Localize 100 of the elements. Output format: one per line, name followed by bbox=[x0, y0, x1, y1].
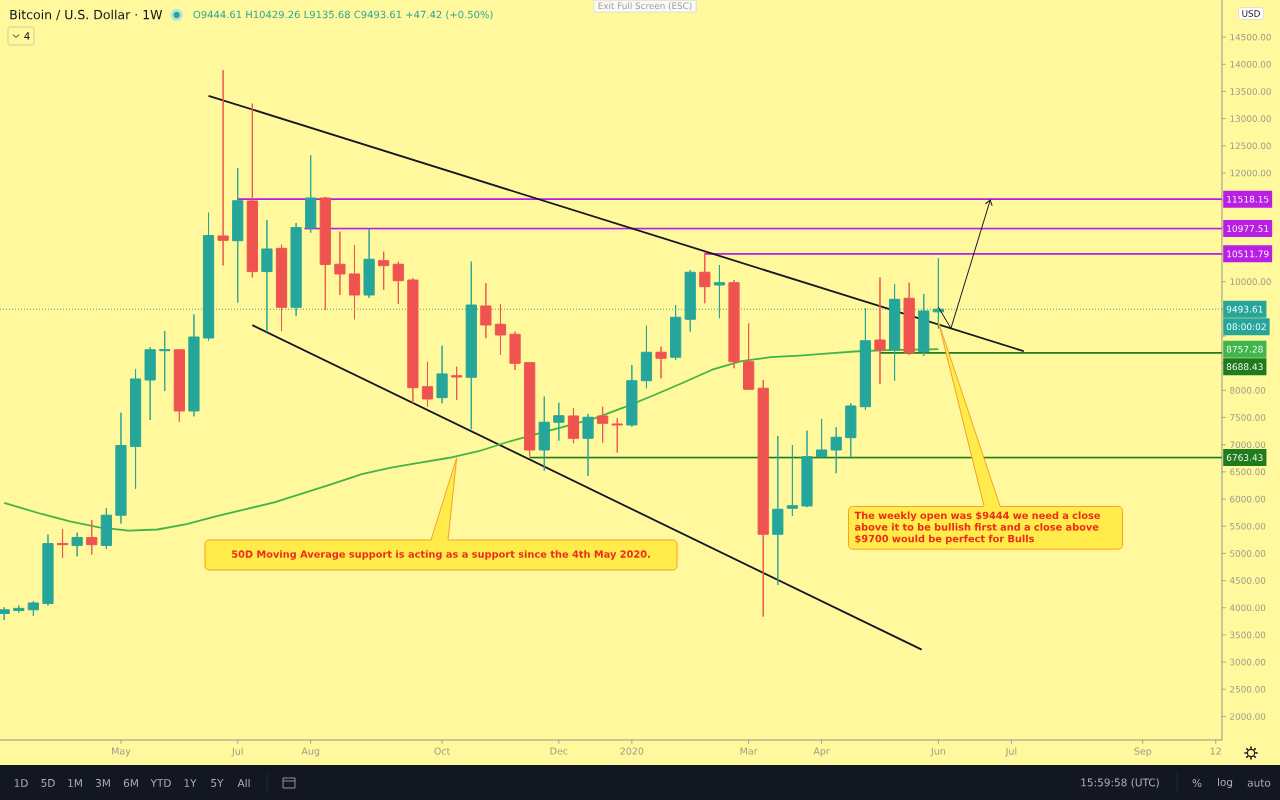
candlestick bbox=[56, 528, 69, 559]
candlestick bbox=[334, 231, 346, 296]
candlestick bbox=[655, 346, 667, 379]
candlestick bbox=[728, 279, 740, 369]
candlestick bbox=[640, 325, 653, 389]
x-tick-label: Jun bbox=[930, 747, 945, 757]
candlestick bbox=[144, 346, 156, 421]
text: 6M bbox=[123, 779, 138, 787]
candlestick bbox=[874, 276, 886, 385]
text: 5Y bbox=[211, 779, 224, 787]
ref-line-label: 9493.61 bbox=[1226, 305, 1263, 313]
annotation: 4 bbox=[24, 32, 30, 40]
y-tick-label: 2500.00 bbox=[1230, 685, 1266, 693]
text: 3M bbox=[95, 779, 110, 787]
candlestick bbox=[845, 402, 857, 459]
y-tick-label: 7000.00 bbox=[1230, 441, 1266, 449]
candlestick bbox=[582, 413, 594, 477]
candlestick bbox=[494, 303, 507, 356]
data-label: 10511.79 bbox=[1227, 250, 1269, 258]
text: 1M bbox=[68, 779, 82, 787]
text: 08:00:02 bbox=[1226, 323, 1266, 331]
candlestick bbox=[392, 261, 404, 305]
candlestick bbox=[129, 368, 142, 490]
candlestick bbox=[13, 604, 25, 614]
text: 15:59:58 (UTC) bbox=[1081, 778, 1159, 788]
x-tick-label: Mar bbox=[740, 747, 758, 755]
candlestick bbox=[772, 435, 784, 586]
y-tick-label: 12000.00 bbox=[1230, 169, 1271, 177]
candlestick bbox=[743, 322, 755, 391]
annotation: 50D Moving Average support is acting as a support since the 4th May 2020. bbox=[232, 550, 650, 560]
candlestick bbox=[246, 103, 258, 278]
candlestick bbox=[159, 330, 171, 392]
candlestick bbox=[480, 282, 492, 339]
y-tick-label: 7500.00 bbox=[1230, 414, 1266, 421]
candlestick bbox=[188, 313, 200, 417]
candlestick bbox=[436, 345, 448, 404]
candlestick bbox=[348, 244, 361, 320]
candlestick bbox=[407, 277, 419, 404]
y-tick-label: 12500.00 bbox=[1230, 142, 1271, 150]
x-tick-label: May bbox=[112, 747, 131, 757]
candlestick bbox=[0, 606, 10, 621]
candlestick bbox=[217, 69, 229, 266]
candlestick bbox=[319, 196, 331, 311]
candlestick bbox=[553, 402, 565, 442]
candlestick bbox=[801, 430, 813, 508]
candlestick bbox=[567, 407, 580, 444]
candlestick bbox=[699, 252, 711, 304]
data-label: 8688.43 bbox=[1226, 363, 1263, 371]
y-tick-label: 5000.00 bbox=[1230, 550, 1266, 557]
candlestick bbox=[903, 282, 915, 356]
x-tick-label: Jul bbox=[1005, 747, 1017, 757]
candlestick bbox=[597, 406, 609, 444]
data-label: 10977.51 bbox=[1227, 225, 1269, 232]
annotation: The weekly open was $9444 we need a close above it to be bullish first and a close above $9700 would be perfect for Bulls bbox=[854, 511, 1101, 545]
candlestick bbox=[815, 418, 828, 458]
annotation: 8757.28 bbox=[1226, 345, 1263, 353]
text: 1D bbox=[14, 779, 28, 787]
text: 5D bbox=[41, 779, 55, 787]
y-tick-label: 6000.00 bbox=[1230, 495, 1266, 503]
text: auto bbox=[1247, 779, 1271, 787]
candlestick bbox=[378, 251, 390, 291]
candlestick bbox=[509, 331, 521, 371]
y-tick-label: 3500.00 bbox=[1230, 631, 1266, 639]
candlestick bbox=[275, 244, 288, 332]
text: O9444.61 H10429.26 L9135.68 C9493.61 +47.42 (+0.50%) bbox=[193, 10, 493, 20]
candlestick bbox=[173, 348, 185, 423]
y-tick-label: 5500.00 bbox=[1230, 522, 1266, 530]
y-tick-label: 4500.00 bbox=[1229, 577, 1266, 584]
annotation: Exit Full Screen (ESC) bbox=[598, 2, 692, 11]
y-tick-label: 14500.00 bbox=[1230, 33, 1271, 41]
x-tick-label: Dec bbox=[550, 747, 568, 755]
candlestick bbox=[611, 417, 623, 454]
text: USD bbox=[1242, 10, 1260, 17]
y-tick-label: 13500.00 bbox=[1230, 88, 1271, 95]
x-tick-label: Jul bbox=[231, 747, 243, 757]
y-tick-label: 4000.00 bbox=[1229, 604, 1266, 612]
text: YTD bbox=[150, 779, 171, 787]
x-tick-label: 12 bbox=[1210, 747, 1221, 755]
text: 1Y bbox=[184, 779, 197, 787]
candlestick bbox=[830, 426, 842, 474]
candlestick bbox=[27, 600, 39, 617]
candlestick bbox=[42, 533, 54, 606]
y-tick-label: 10000.00 bbox=[1230, 278, 1271, 285]
candlestick bbox=[757, 379, 769, 618]
candlestick bbox=[363, 228, 375, 299]
candlestick bbox=[626, 364, 638, 428]
candlestick bbox=[524, 361, 536, 458]
candlestick bbox=[86, 519, 98, 555]
x-tick-label: Apr bbox=[813, 747, 830, 757]
text: Bitcoin / U.S. Dollar · 1W bbox=[10, 9, 163, 21]
candlestick bbox=[451, 366, 463, 401]
candlestick bbox=[305, 154, 317, 234]
data-label: 6763.43 bbox=[1226, 454, 1263, 461]
x-tick-label: 2020 bbox=[620, 747, 644, 755]
x-tick-label: Sep bbox=[1134, 747, 1152, 757]
x-tick-label: Oct bbox=[434, 747, 451, 755]
text: All bbox=[237, 779, 250, 787]
candlestick bbox=[786, 444, 799, 517]
x-tick-label: Aug bbox=[301, 747, 320, 757]
y-tick-label: 8000.00 bbox=[1230, 387, 1266, 394]
